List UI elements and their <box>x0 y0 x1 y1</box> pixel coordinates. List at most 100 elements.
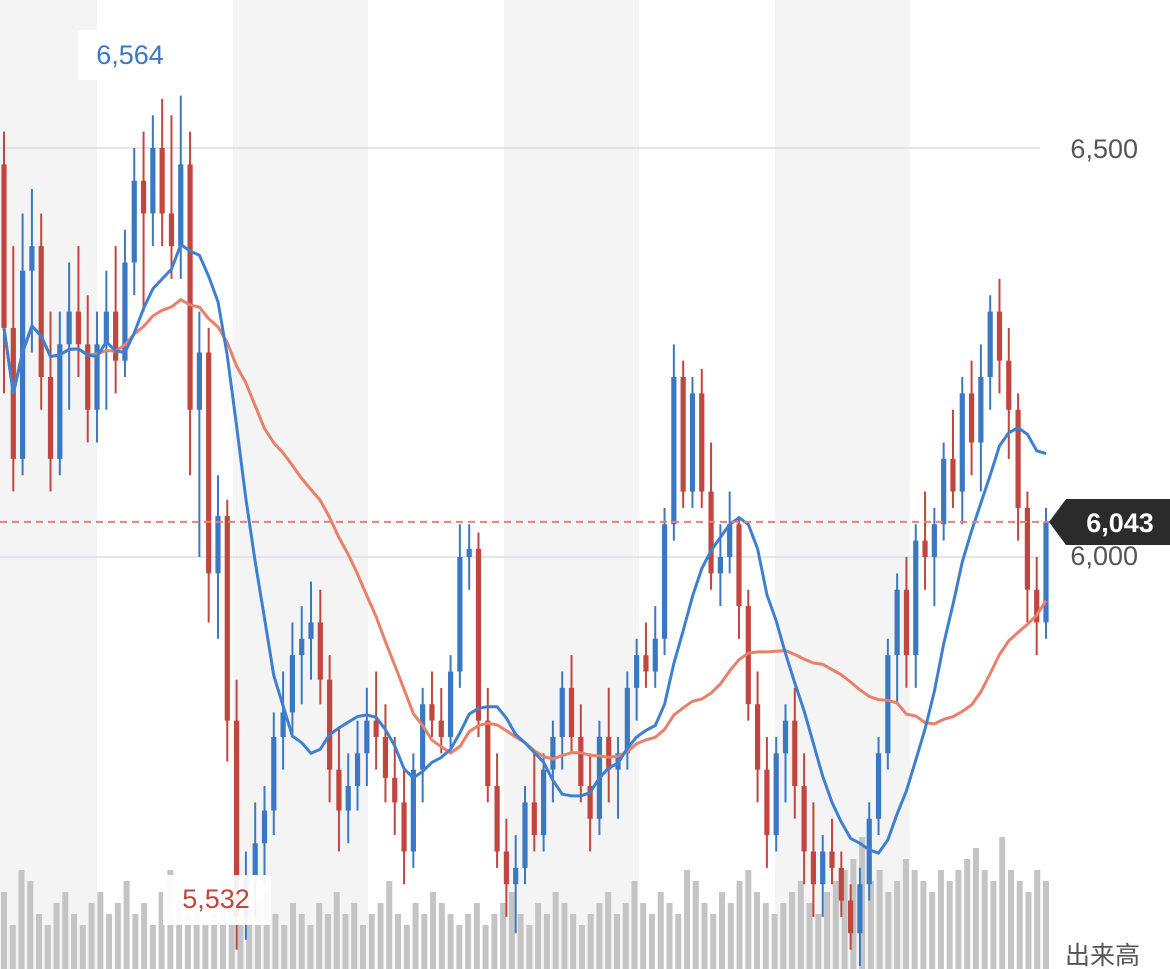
volume-bar <box>202 925 209 969</box>
y-tick-6000: 6,000 <box>1070 541 1138 571</box>
candle-body <box>903 589 910 656</box>
candle <box>150 115 156 247</box>
candle-body <box>587 786 593 819</box>
candle <box>66 262 72 410</box>
candle-body <box>717 557 723 574</box>
candle-body <box>373 720 379 737</box>
candle <box>885 638 891 770</box>
candle-body <box>420 704 426 770</box>
candle <box>838 851 844 917</box>
volume-bar <box>307 925 314 969</box>
candle <box>913 524 919 688</box>
candle <box>587 753 593 852</box>
candle-body <box>661 524 668 639</box>
candle-body <box>382 736 389 778</box>
candle <box>1024 491 1030 623</box>
volume-bar <box>62 892 69 969</box>
volume-bar <box>123 881 130 969</box>
candle <box>466 524 472 590</box>
candle-body <box>568 687 575 737</box>
candle <box>289 622 296 737</box>
volume-bar <box>228 903 235 969</box>
candle-body <box>671 377 677 525</box>
candle-body <box>29 246 35 271</box>
candle <box>987 295 993 410</box>
candle <box>736 516 742 639</box>
candle <box>485 687 491 803</box>
candle <box>950 409 956 508</box>
volume-bar <box>789 892 796 969</box>
candle-body <box>271 736 277 811</box>
volume-bar <box>79 925 86 969</box>
candle <box>410 753 416 868</box>
current-price-label: 6,043 <box>1086 508 1154 538</box>
volume-bar <box>438 903 445 969</box>
volume-bar <box>342 914 349 969</box>
volume-bar <box>631 881 638 969</box>
volume-bar <box>754 892 761 969</box>
candle <box>113 246 119 394</box>
volume-bar <box>88 903 95 969</box>
candle-body <box>764 769 770 836</box>
volume-bar <box>999 837 1006 969</box>
candle <box>866 802 872 901</box>
volume-bar <box>552 892 559 969</box>
candle <box>680 360 686 508</box>
volume-bar <box>456 925 463 969</box>
candle-body <box>233 720 240 917</box>
volume-bar <box>613 914 620 969</box>
volume-bar <box>368 914 375 969</box>
volume-bar <box>1034 870 1041 969</box>
volume-bar <box>324 914 331 969</box>
volume-bar <box>473 903 480 969</box>
candle-body <box>773 753 779 836</box>
candle-body <box>159 148 165 214</box>
volume-bar <box>9 925 16 969</box>
candle <box>317 589 323 705</box>
candle-body <box>364 720 370 754</box>
candle-body <box>401 802 407 852</box>
candle <box>215 475 221 639</box>
volume-bar <box>902 859 909 969</box>
candle-body <box>968 393 975 443</box>
candle-body <box>57 344 63 459</box>
candle <box>848 884 854 950</box>
candle-body <box>894 589 900 656</box>
volume-bar <box>570 914 577 969</box>
candle-body <box>429 704 435 721</box>
volume-bar <box>894 881 901 969</box>
y-tick-label: 6,000 <box>1070 541 1138 571</box>
volume-bar <box>648 914 655 969</box>
candle-body <box>866 818 872 885</box>
candle-body <box>178 164 184 247</box>
candle-body <box>531 802 537 836</box>
volume-bar <box>675 914 682 969</box>
candle-body <box>122 262 128 361</box>
volume-bar <box>640 903 647 969</box>
candle-body <box>327 679 333 770</box>
volume-bar <box>867 881 874 969</box>
candle <box>206 327 212 623</box>
volume-bar <box>780 903 787 969</box>
volume-bar <box>482 925 489 969</box>
candle <box>541 753 547 852</box>
volume-bar <box>500 903 507 969</box>
candle <box>634 638 640 721</box>
volume-bar <box>333 892 340 969</box>
volume-bar <box>596 903 603 969</box>
candle <box>782 704 789 803</box>
volume-bar <box>360 925 367 969</box>
candle-body <box>438 720 444 737</box>
candle <box>978 344 984 492</box>
volume-bar <box>990 881 997 969</box>
candle-body <box>103 311 109 345</box>
candle-body <box>782 720 789 754</box>
volume-bar <box>377 903 384 969</box>
volume-bar <box>53 903 60 969</box>
candle <box>522 786 528 885</box>
candle-body <box>810 851 817 885</box>
candle-body <box>66 311 72 345</box>
candle-body <box>308 622 314 639</box>
volume-bar <box>937 870 944 969</box>
